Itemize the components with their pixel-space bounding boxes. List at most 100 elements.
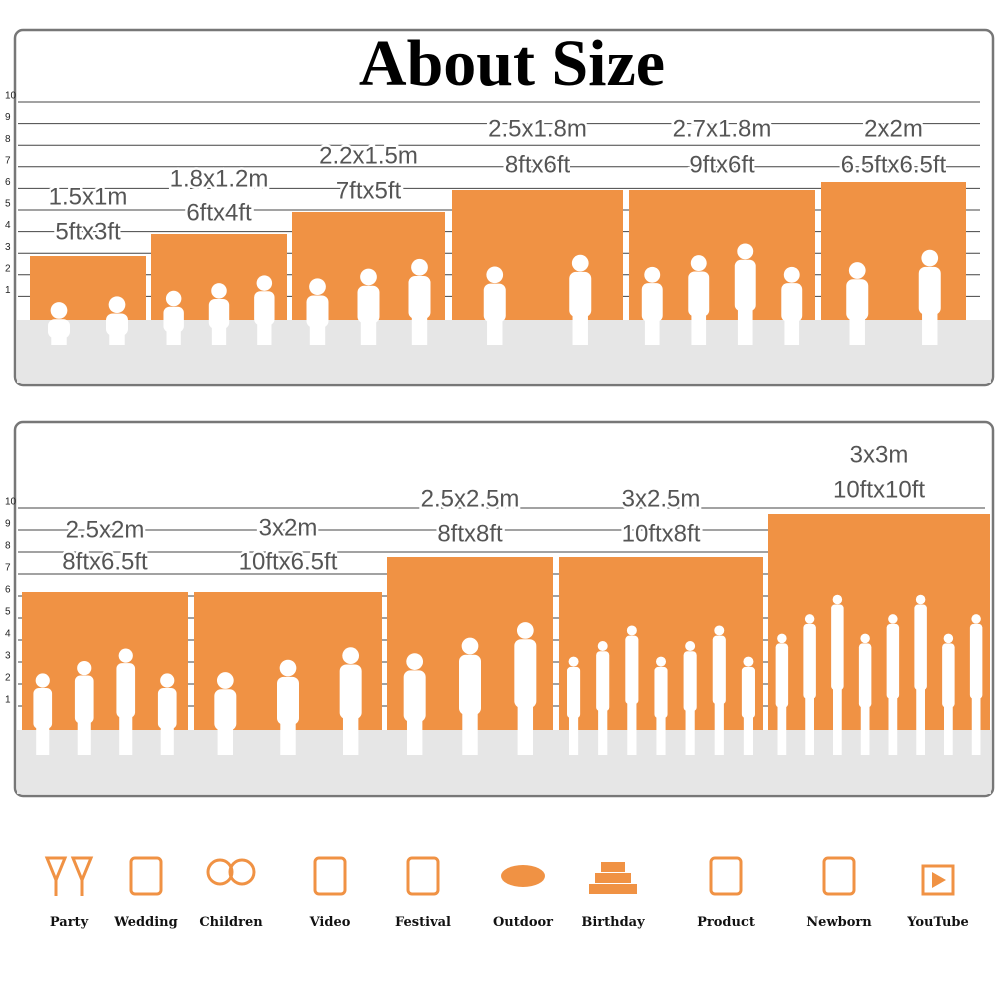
silhouette-body [781,283,803,322]
silhouette-head [360,268,377,286]
silhouette-body [969,623,983,699]
size-feet: 8ftx6.5ft [62,548,148,575]
use-icon [822,856,856,896]
silhouette-body [483,283,506,323]
silhouette [918,249,941,345]
silhouette-body [803,623,816,699]
size-metric: 2.5x2m [66,516,145,543]
icon-shape [501,865,545,887]
silhouette [208,283,230,345]
silhouette-body [942,643,955,708]
use-label: Party [50,915,89,930]
use-label: Outdoor [493,915,553,930]
silhouette-head [50,302,68,319]
silhouette-head [644,266,661,283]
use-label: Newborn [806,915,872,930]
silhouette-legs [860,702,870,755]
use-label: Product [697,915,755,930]
silhouette-legs [280,715,296,755]
silhouette-legs [888,693,898,755]
silhouette [886,614,900,755]
size-metric: 3x2m [259,514,318,541]
scale-label: 5 [5,199,11,210]
silhouette-body [157,687,177,729]
silhouette-legs [714,698,724,755]
size-feet: 6ftx4ft [186,199,252,226]
silhouette-legs [784,313,800,345]
silhouette-body [357,285,380,324]
icon-shape [932,872,946,888]
title: About Size [359,27,665,100]
silhouette-legs [406,712,423,755]
scale-label: 4 [5,220,11,231]
silhouette-head [804,614,815,624]
silhouette-legs [916,685,925,755]
icon-shape [601,862,625,872]
silhouette-body [596,651,610,712]
silhouette-head [118,648,133,663]
silhouette [163,290,184,345]
silhouette [914,594,927,755]
silhouette [408,258,431,345]
silhouette-legs [77,715,91,755]
silhouette-legs [944,702,953,755]
silhouette [741,656,755,755]
silhouette [277,659,299,755]
silhouette-legs [833,685,842,755]
silhouette-legs [849,311,865,345]
scale-label: 9 [5,112,11,123]
silhouette-head [690,255,707,272]
use-icon [501,865,545,887]
silhouette [157,673,177,755]
size-metric: 1.5x1m [49,183,128,210]
silhouette [33,673,53,755]
silhouette-head [626,625,637,636]
use-label: Wedding [113,915,177,930]
size-metric: 2.7x1.8m [673,115,772,142]
silhouette-legs [119,710,133,755]
silhouette-body [459,654,481,715]
size-feet: 6.5ftx6.5ft [841,151,947,178]
silhouette-legs [211,320,227,345]
backdrop [821,182,966,320]
silhouette-body [339,664,362,720]
use-label: Festival [395,915,451,930]
size-feet: 10ftx6.5ft [239,548,338,575]
silhouette-body [914,604,927,691]
scale-label: 1 [5,285,11,296]
silhouette [483,266,506,345]
silhouette [254,275,275,345]
scale-label: 8 [5,134,11,145]
silhouette [846,262,869,345]
silhouette-head [921,249,939,267]
silhouette-legs [644,313,660,345]
scale-label: 7 [5,155,11,166]
silhouette-legs [777,702,787,755]
silhouette-body [683,651,697,712]
use-label: Video [309,915,351,930]
silhouette-head [165,290,182,307]
silhouette-head [656,656,666,667]
silhouette-body [33,687,53,729]
silhouette-body [567,666,581,719]
icon-shape [313,856,347,896]
scale-label: 7 [5,563,11,574]
silhouette-body [734,259,756,312]
silhouette-head [571,254,589,272]
silhouette [688,255,710,345]
silhouette-legs [568,712,579,755]
silhouette-legs [517,698,534,755]
silhouette [712,625,726,755]
scale-label: 2 [5,263,11,274]
silhouette [514,622,537,755]
silhouette-body [654,666,668,719]
floor [17,730,991,794]
silhouette [106,296,128,345]
scale-label: 2 [5,673,11,684]
silhouette [339,647,362,755]
size-feet: 9ftx6ft [689,151,755,178]
silhouette-legs [572,308,588,345]
silhouette-legs [109,326,125,345]
silhouette-body [712,635,726,705]
